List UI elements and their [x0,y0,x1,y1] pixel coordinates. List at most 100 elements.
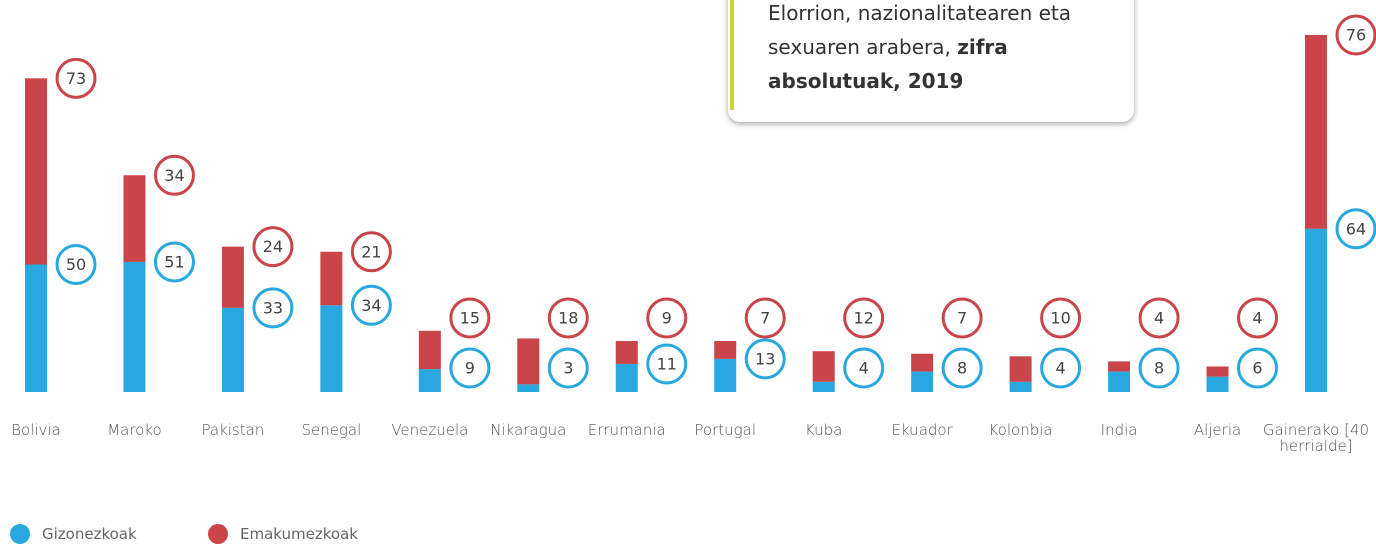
value-label-circle [1138,297,1180,339]
value-label: 12 [854,309,874,328]
legend-swatch [208,524,228,544]
value-label: 3 [563,359,573,378]
value-label: 51 [164,252,184,271]
value-label: 33 [263,298,283,317]
value-label-circle [1335,208,1376,250]
value-label-circle [646,297,688,339]
value-label: 24 [263,237,283,256]
value-label-circle [843,297,885,339]
value-label-circle [449,297,491,339]
bar-segment [517,384,540,392]
x-tick-label: Pakistan [201,421,265,439]
bar-segment [1206,376,1229,392]
legend-swatch [10,524,30,544]
x-tick-label: India [1100,421,1138,439]
value-label-circle [1040,297,1082,339]
legend-item: Emakumezkoak [208,524,358,544]
value-label-circle [449,347,491,389]
x-tick-label: Errumania [587,421,666,439]
value-label: 11 [657,354,677,373]
bar-segment [123,261,146,392]
value-label-circle [153,241,195,283]
value-label: 10 [1050,309,1070,328]
bar-segment [1304,35,1327,229]
value-label: 15 [460,309,480,328]
bar-segment [418,369,441,392]
x-tick-label: Kuba [805,421,843,439]
value-label-circle [1040,347,1082,389]
value-label: 9 [465,359,475,378]
x-tick-label: Portugal [694,421,757,439]
value-label-circle [350,231,392,273]
bar-segment [320,251,343,306]
bar-segment [615,341,638,364]
value-label-circle [941,347,983,389]
value-label: 34 [361,296,381,315]
value-label: 9 [662,309,672,328]
bar-segment [911,371,934,392]
bar-segment [25,78,47,265]
value-label: 76 [1346,26,1366,45]
value-label-circle [1237,347,1279,389]
bar-segment [615,363,638,392]
bar-segment [1206,366,1229,377]
bar-segment [714,358,737,392]
value-label-circle [252,226,294,268]
value-label: 8 [957,359,967,378]
value-label-circle [1335,14,1376,56]
chart-title: Elorrion, nazionalitatearen eta sexuaren… [768,1,1071,59]
bar-segment [1009,356,1032,382]
legend-label: Emakumezkoak [240,525,358,543]
value-label: 73 [66,69,86,88]
x-tick-label: Maroko [107,421,162,439]
x-tick-label: Kolonbia [988,421,1053,439]
bar-segment [1009,381,1032,392]
bar-segment [714,341,737,359]
value-label: 13 [755,349,775,368]
value-label-circle [350,284,392,326]
value-label-circle [744,297,786,339]
x-tick-label: Venezuela [391,421,469,439]
value-label-circle [843,347,885,389]
chart-title-emphasis: zifra absolutuak, 2019 [768,35,1008,93]
value-label-circle [1138,347,1180,389]
bar-segment [221,246,244,308]
bar-segment [812,351,835,382]
value-label-circle [646,343,688,385]
x-tick-label: Nikaragua [490,421,567,439]
value-label-circle [55,57,97,99]
x-tick-label: Gainerako [40 herrialde] [1262,421,1370,455]
bar-segment [517,338,540,385]
value-label-circle [1237,297,1279,339]
value-label: 7 [957,309,967,328]
value-label: 18 [558,309,578,328]
value-label: 7 [760,309,770,328]
value-label: 8 [1154,359,1164,378]
title-box: Elorrion, nazionalitatearen eta sexuaren… [728,0,1134,122]
value-label: 21 [361,242,381,261]
value-label: 4 [1056,359,1066,378]
value-label-circle [744,338,786,380]
value-label: 34 [164,166,184,185]
bar-segment [1108,371,1131,392]
bar-segment [418,330,441,370]
bar-segment [1304,228,1327,392]
bar-segment [812,381,835,392]
x-tick-label: Senegal [301,421,362,439]
bar-segment [1108,361,1131,372]
value-label-circle [547,297,589,339]
value-label-circle [252,287,294,329]
x-tick-label: Ekuador [891,421,953,439]
bar-segment [25,264,47,392]
value-label: 4 [1154,309,1164,328]
value-label-circle [941,297,983,339]
value-label: 50 [66,255,86,274]
bar-segment [320,305,343,392]
value-label: 6 [1252,359,1262,378]
value-label: 4 [1252,309,1262,328]
value-label-circle [153,154,195,196]
value-label-circle [547,347,589,389]
bar-segment [911,353,934,372]
